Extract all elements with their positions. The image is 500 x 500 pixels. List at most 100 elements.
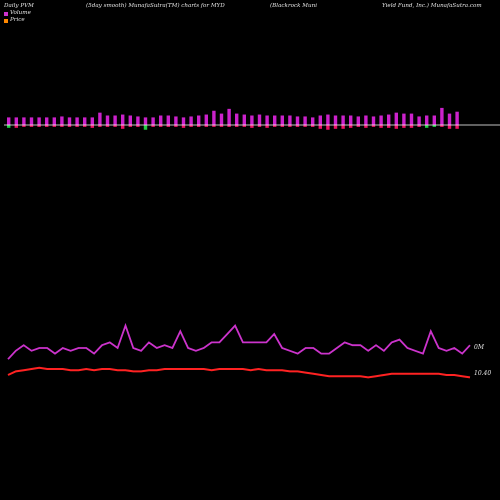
pvm-bar-below	[75, 125, 79, 127]
pvm-bar	[121, 114, 125, 125]
pvm-bar	[113, 115, 117, 125]
pvm-bar-below	[425, 125, 429, 128]
pvm-bar	[349, 115, 353, 125]
pvm-bar	[227, 108, 231, 125]
pvm-bar-below	[83, 125, 87, 127]
pvm-bar-below	[128, 125, 132, 127]
pvm-bar	[7, 117, 11, 125]
pvm-bar	[105, 115, 110, 125]
pvm-bar-below	[333, 125, 338, 129]
pvm-bar-below	[60, 125, 64, 127]
pvm-bar-below	[265, 125, 269, 128]
pvm-bar	[45, 117, 49, 125]
pvm-bar-below	[29, 125, 34, 127]
pvm-bar	[250, 115, 254, 125]
price-axis-label: 10.40	[474, 370, 491, 377]
pvm-bar	[159, 115, 163, 125]
pvm-bar-below	[409, 125, 414, 128]
pvm-bar-below	[235, 125, 239, 127]
pvm-bar-below	[349, 125, 353, 128]
pvm-bar-below	[52, 125, 56, 127]
price-line	[7, 366, 471, 379]
pvm-bar	[151, 117, 155, 125]
pvm-bar-below	[22, 125, 26, 127]
pvm-bar-below	[197, 125, 201, 127]
pvm-bar	[318, 115, 322, 125]
pvm-bar-below	[227, 125, 231, 127]
pvm-bar	[326, 114, 330, 125]
pvm-bar	[212, 110, 216, 125]
pvm-bar-below	[14, 125, 18, 128]
pvm-bars	[7, 107, 459, 130]
pvm-bar-below	[219, 125, 224, 127]
pvm-bar-below	[242, 125, 246, 127]
pvm-bar	[455, 111, 459, 125]
pvm-bar-below	[151, 125, 155, 127]
pvm-bar-below	[432, 125, 436, 127]
pvm-bar	[60, 116, 64, 125]
pvm-bar	[181, 117, 186, 125]
volume-axis-label: 0M	[474, 344, 485, 351]
pvm-bar-below	[189, 125, 193, 127]
pvm-bar	[387, 114, 391, 125]
pvm-bar-below	[303, 125, 307, 127]
pvm-bar	[447, 113, 452, 125]
pvm-bar-below	[98, 125, 102, 127]
pvm-bar	[22, 117, 26, 125]
pvm-bar	[379, 115, 383, 125]
pvm-bar	[295, 116, 300, 125]
pvm-bar	[417, 116, 421, 125]
pvm-bar	[128, 115, 132, 125]
legend-volume-label: Volume	[10, 10, 31, 16]
volume-line	[7, 322, 471, 360]
pvm-bar-below	[440, 125, 444, 127]
legend-price-swatch	[4, 18, 8, 23]
pvm-bar-below	[447, 125, 452, 129]
pvm-bar-below	[90, 125, 94, 128]
pvm-bar	[402, 113, 406, 125]
pvm-bar-below	[113, 125, 117, 127]
pvm-bar	[242, 114, 246, 125]
pvm-bar-below	[143, 125, 148, 130]
pvm-bar	[432, 115, 436, 125]
pvm-bar-below	[326, 125, 330, 130]
pvm-bar-below	[273, 125, 277, 127]
pvm-bar	[341, 115, 345, 125]
pvm-bar-below	[45, 125, 49, 127]
legend-volume-swatch	[4, 11, 8, 16]
pvm-bar-below	[174, 125, 178, 127]
pvm-bar-below	[417, 125, 421, 127]
pvm-bar-below	[295, 125, 300, 127]
pvm-bar	[311, 117, 315, 125]
pvm-bar	[98, 112, 102, 125]
pvm-bar-below	[105, 125, 110, 127]
pvm-bar	[14, 117, 18, 125]
pvm-bar	[288, 115, 292, 125]
pvm-bar-below	[159, 125, 163, 127]
legend-price-label: Price	[10, 17, 25, 23]
pvm-bar-below	[356, 125, 360, 127]
pvm-bar	[37, 117, 41, 125]
header-title: Daily PVM	[4, 3, 34, 9]
pvm-bar	[371, 116, 376, 125]
legend-volume: Volume	[4, 10, 31, 17]
pvm-bar-below	[387, 125, 391, 128]
pvm-bar	[67, 117, 72, 125]
pvm-bar	[235, 113, 239, 125]
pvm-bar-below	[311, 125, 315, 127]
header-company: (Blackrock Muni	[270, 3, 318, 9]
pvm-bar-below	[257, 125, 262, 127]
pvm-bar-below	[166, 125, 170, 127]
pvm-bar-below	[288, 125, 292, 127]
pvm-bar	[52, 117, 56, 125]
pvm-bar	[83, 117, 87, 125]
pvm-bar	[29, 117, 34, 125]
pvm-bar	[90, 117, 94, 125]
pvm-bar-below	[67, 125, 72, 127]
pvm-bar	[174, 116, 178, 125]
pvm-bar-below	[364, 125, 368, 128]
pvm-bar-below	[136, 125, 140, 127]
pvm-bar-below	[394, 125, 398, 129]
pvm-bar-below	[371, 125, 376, 127]
